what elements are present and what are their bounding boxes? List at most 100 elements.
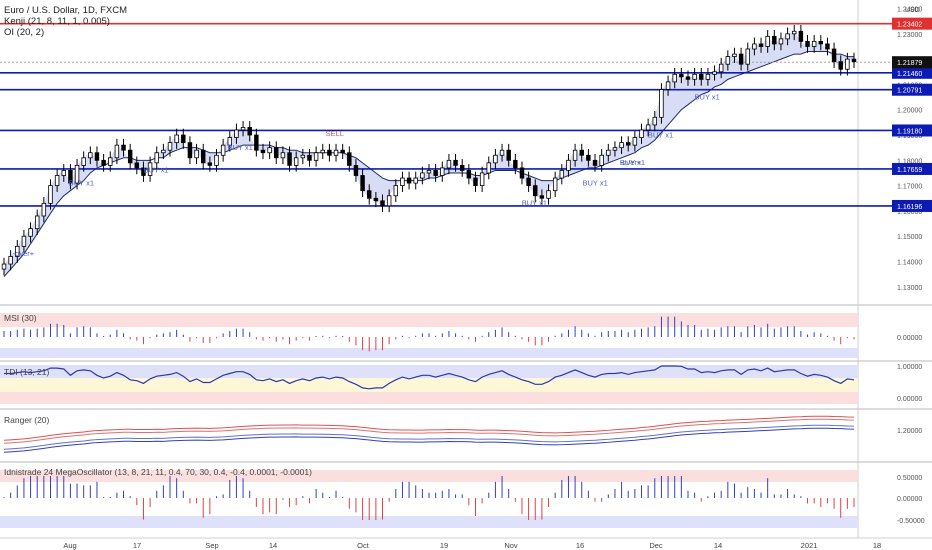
- candle-body: [592, 159, 598, 166]
- ranger-pane-title: Ranger (20): [4, 415, 50, 425]
- candle-body: [745, 48, 750, 65]
- candle-body: [247, 127, 252, 136]
- candle-body: [413, 177, 418, 184]
- time-tick-label: Sep: [205, 541, 218, 550]
- candle-body: [220, 144, 226, 156]
- candle-body: [260, 149, 266, 154]
- candle-body: [738, 53, 744, 65]
- price-tick-label: 1.17000: [897, 184, 922, 191]
- candle-body: [181, 134, 186, 144]
- candle-body: [353, 164, 359, 176]
- candle-body: [174, 134, 179, 144]
- candle-body: [134, 162, 140, 169]
- level-price-tag: [892, 124, 932, 137]
- price-axis[interactable]: 1.240001.230001.220001.210001.200001.190…: [892, 7, 932, 292]
- time-tick-label: 19: [440, 541, 448, 550]
- ranger-line: [3, 427, 855, 453]
- candle-body: [360, 175, 365, 192]
- level-price-tag: [892, 83, 932, 96]
- mega-tick-label: -0.50000: [897, 518, 925, 525]
- indicator-kenji-label: Kenji (21, 8, 11, 1, 0.005): [4, 16, 110, 27]
- candle-body: [546, 190, 551, 199]
- candle-body: [227, 137, 233, 146]
- price-tick-label: 1.19000: [897, 133, 922, 140]
- tdi-lower-band: [0, 392, 858, 404]
- time-tick-label: 2021: [801, 541, 818, 550]
- signal-label: BUY x1: [522, 199, 547, 208]
- candle-body: [679, 73, 684, 78]
- candle-body: [127, 149, 133, 164]
- candle-body: [792, 30, 797, 35]
- candle-body: [466, 170, 472, 179]
- mega-upper-band: [0, 470, 858, 482]
- price-tick-label: 1.14000: [897, 260, 922, 267]
- candle-body: [440, 167, 445, 176]
- candle-body: [765, 35, 770, 47]
- candle-body: [473, 177, 478, 187]
- candle-body: [552, 177, 558, 192]
- last-price-tag: [892, 56, 932, 69]
- signal-label: BUY x1: [648, 130, 673, 139]
- mega-lower-band: [0, 516, 858, 528]
- level-price-label: 1.20791: [897, 88, 922, 95]
- candle-body: [665, 81, 671, 90]
- signal-label: BUY x1: [620, 158, 645, 167]
- candle-body: [320, 149, 325, 154]
- candle-body: [167, 142, 173, 151]
- candle-body: [831, 48, 837, 63]
- candle-body: [121, 144, 126, 151]
- tdi-pane[interactable]: 1.00000 0.00000: [0, 364, 922, 404]
- candle-body: [712, 71, 717, 75]
- candle-body: [340, 149, 345, 154]
- candle-body: [506, 149, 511, 161]
- candle-body: [732, 53, 737, 57]
- mega-oscillator-pane[interactable]: 0.50000 0.00000 -0.50000: [0, 470, 925, 528]
- candle-body: [114, 144, 120, 159]
- last-price-label: 1.21879: [897, 60, 922, 67]
- msi-pane[interactable]: 0.00000: [0, 313, 922, 358]
- candle-body: [393, 185, 399, 197]
- signal-label: BUY x1: [695, 92, 720, 101]
- candle-body: [699, 73, 704, 80]
- signal-label: BUY x1: [582, 178, 607, 187]
- candle-body: [347, 152, 352, 166]
- candle-body: [207, 162, 213, 166]
- candle-body: [818, 41, 824, 45]
- candle-body: [559, 170, 565, 179]
- ranger-pane[interactable]: 1.20000: [3, 415, 922, 453]
- candle-body: [240, 127, 246, 131]
- candle-body: [420, 172, 425, 179]
- msi-lower-band: [0, 348, 858, 358]
- candle-body: [499, 149, 505, 156]
- price-tick-label: 1.15000: [897, 234, 922, 241]
- candle-body: [845, 58, 850, 70]
- candle-body: [446, 159, 452, 169]
- candle-body: [486, 162, 491, 174]
- candle-body: [586, 154, 591, 161]
- candle-body: [519, 167, 525, 179]
- level-price-tag: [892, 199, 932, 212]
- candle-body: [287, 152, 292, 166]
- candle-body: [632, 137, 638, 146]
- candle-body: [293, 157, 299, 166]
- candle-body: [101, 159, 106, 166]
- price-pane[interactable]: BUY x1 BUY x1 BUY x1 SELL BUY x1 BUY x1 BUY x1…: [0, 0, 932, 538]
- time-tick-label: 18: [873, 541, 881, 550]
- candle-body: [280, 152, 286, 159]
- tdi-tick-label: 1.00000: [897, 364, 922, 371]
- candle-body: [88, 152, 93, 159]
- candle-body: [752, 43, 757, 50]
- tdi-middle-band: [0, 378, 858, 392]
- time-axis[interactable]: Aug 17 Sep 14 Oct 19 Nov 16 Dec 14 2021 18: [0, 537, 932, 550]
- candle-body: [433, 170, 438, 176]
- candle-body: [373, 197, 379, 202]
- candle-body: [772, 35, 777, 45]
- level-price-label: 1.19180: [897, 128, 922, 135]
- mega-pane-title: Idnistrade 24 MegaOscillator (13, 8, 21,…: [4, 467, 312, 477]
- currency-label: USD: [905, 7, 920, 14]
- level-price-tag: [892, 162, 932, 175]
- candle-body: [41, 202, 47, 217]
- candle-body: [108, 157, 113, 166]
- candle-body: [15, 245, 20, 257]
